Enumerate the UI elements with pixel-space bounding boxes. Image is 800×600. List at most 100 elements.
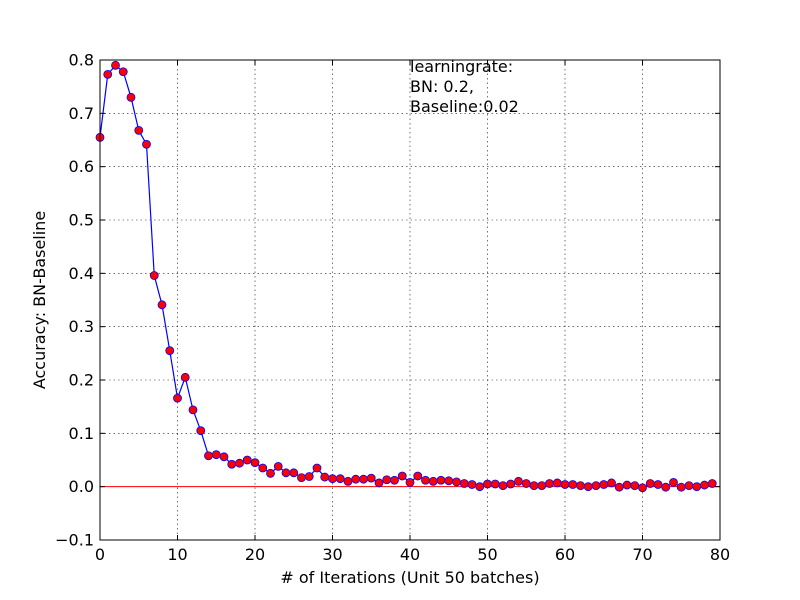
data-point bbox=[467, 480, 477, 489]
data-point bbox=[490, 479, 500, 489]
data-point bbox=[180, 372, 190, 382]
data-point bbox=[514, 476, 523, 486]
annotation-line: Baseline:0.02 bbox=[410, 97, 519, 116]
data-point bbox=[188, 405, 198, 415]
data-point bbox=[242, 455, 252, 465]
data-point bbox=[599, 480, 609, 489]
data-point bbox=[529, 481, 539, 491]
data-point bbox=[390, 475, 399, 485]
data-point bbox=[545, 479, 554, 488]
annotation-line: learningrate: bbox=[410, 57, 513, 76]
data-point bbox=[452, 477, 461, 487]
y-tick-label: 0.7 bbox=[69, 104, 94, 123]
data-point bbox=[614, 482, 624, 492]
data-point bbox=[436, 475, 446, 485]
data-point bbox=[692, 482, 702, 492]
x-tick-label: 0 bbox=[95, 545, 105, 564]
data-point bbox=[707, 479, 717, 488]
data-point bbox=[250, 458, 260, 468]
data-point bbox=[374, 478, 384, 488]
data-point bbox=[165, 346, 175, 356]
tick-labels: 0 10 20 30 40 50 60 70 80 −0.1 0.0 0.1 0.2 0.3 0.4 0.5 0… bbox=[55, 51, 730, 565]
data-point bbox=[359, 474, 368, 484]
data-point bbox=[289, 468, 299, 478]
data-point bbox=[118, 67, 128, 77]
data-point bbox=[281, 468, 291, 478]
data-point bbox=[235, 458, 244, 468]
x-tick-label: 10 bbox=[167, 545, 187, 564]
x-tick-label: 40 bbox=[400, 545, 420, 564]
data-point bbox=[498, 481, 508, 491]
data-point bbox=[483, 479, 492, 489]
data-point bbox=[397, 471, 407, 481]
data-point bbox=[335, 474, 345, 484]
data-point bbox=[653, 480, 663, 489]
x-tick-label: 50 bbox=[477, 545, 497, 564]
data-point bbox=[103, 70, 113, 79]
data-point bbox=[645, 479, 655, 488]
data-point bbox=[638, 483, 647, 493]
marker-group bbox=[95, 60, 717, 493]
data-point bbox=[583, 482, 593, 492]
data-point bbox=[312, 463, 322, 473]
ticks bbox=[99, 59, 721, 541]
y-tick-label: 0.6 bbox=[69, 157, 94, 176]
data-point bbox=[421, 475, 430, 485]
data-point bbox=[576, 481, 585, 491]
x-tick-label: 70 bbox=[632, 545, 652, 564]
data-point bbox=[273, 461, 283, 471]
y-axis-title: Accuracy: BN-Baseline bbox=[30, 211, 49, 389]
data-point bbox=[219, 452, 229, 462]
data-point bbox=[134, 125, 144, 135]
x-tick-label: 80 bbox=[710, 545, 730, 564]
data-point bbox=[297, 473, 306, 483]
data-point bbox=[676, 482, 686, 492]
data-point bbox=[459, 479, 469, 488]
data-point bbox=[506, 479, 516, 489]
data-point bbox=[568, 480, 578, 489]
data-point bbox=[204, 451, 213, 461]
data-point bbox=[607, 478, 616, 488]
data-point bbox=[173, 393, 182, 403]
data-point bbox=[475, 482, 485, 492]
data-point bbox=[661, 482, 671, 492]
y-tick-label: 0.8 bbox=[69, 51, 94, 70]
data-point bbox=[669, 477, 678, 487]
y-tick-label: 0.1 bbox=[69, 424, 94, 443]
data-point bbox=[227, 459, 237, 469]
data-point bbox=[405, 477, 415, 487]
x-tick-label: 60 bbox=[555, 545, 575, 564]
data-point bbox=[428, 476, 438, 486]
y-tick-label: −0.1 bbox=[55, 531, 94, 550]
data-point bbox=[266, 468, 275, 478]
data-point bbox=[343, 476, 353, 486]
data-point bbox=[560, 480, 570, 489]
data-point bbox=[351, 474, 361, 484]
data-point bbox=[684, 481, 694, 491]
data-point bbox=[630, 481, 640, 491]
data-point bbox=[413, 471, 423, 481]
data-point bbox=[382, 475, 392, 485]
data-point bbox=[211, 450, 221, 460]
data-point bbox=[622, 480, 632, 490]
y-tick-label: 0.4 bbox=[69, 264, 94, 283]
y-tick-label: 0.2 bbox=[69, 371, 94, 390]
annotation: learningrate: BN: 0.2, Baseline:0.02 bbox=[410, 57, 519, 116]
x-axis-title: # of Iterations (Unit 50 batches) bbox=[280, 568, 539, 587]
y-tick-label: 0.0 bbox=[69, 477, 94, 496]
data-point bbox=[591, 481, 601, 491]
y-tick-label: 0.3 bbox=[69, 317, 94, 336]
data-point bbox=[258, 463, 268, 473]
x-tick-label: 30 bbox=[322, 545, 342, 564]
data-point bbox=[126, 92, 136, 102]
data-point bbox=[552, 478, 562, 488]
data-point bbox=[366, 473, 376, 483]
grid bbox=[100, 60, 720, 540]
data-point bbox=[157, 300, 167, 310]
data-point bbox=[537, 481, 547, 491]
data-point bbox=[444, 476, 454, 486]
annotation-line: BN: 0.2, bbox=[410, 77, 474, 96]
data-point bbox=[304, 472, 314, 481]
data-point bbox=[111, 60, 120, 70]
